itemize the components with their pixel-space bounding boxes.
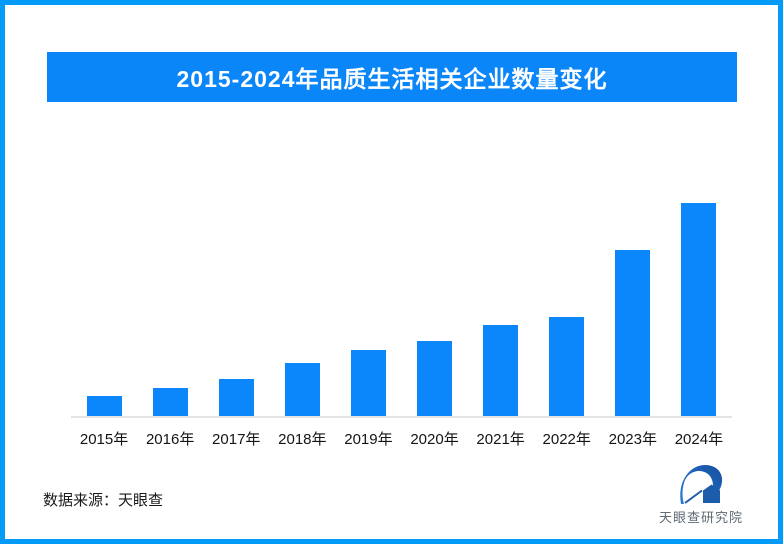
- x-tick-label: 2018年: [278, 431, 327, 448]
- title-banner: 2015-2024年品质生活相关企业数量变化: [47, 52, 737, 102]
- bar-2022年: [549, 317, 585, 417]
- brand-logo: 天眼查研究院: [653, 463, 749, 526]
- bar-2015年: [86, 396, 122, 417]
- bar-2023年: [615, 250, 651, 417]
- bar-2020年: [417, 341, 453, 417]
- chart-title: 2015-2024年品质生活相关企业数量变化: [176, 66, 608, 92]
- bar-2019年: [350, 350, 386, 417]
- x-tick-label: 2015年: [79, 431, 129, 448]
- x-axis-line: [71, 416, 732, 418]
- bar-slot: [269, 195, 335, 417]
- data-source-note: 数据来源：天眼查: [43, 492, 164, 509]
- x-tick-label: 2021年: [476, 431, 525, 448]
- x-tick-label: 2022年: [542, 431, 591, 448]
- bar-slot: [468, 195, 534, 417]
- brand-logo-label: 天眼查研究院: [658, 510, 743, 525]
- x-tick-label: 2016年: [145, 431, 195, 448]
- x-tick-label: 2020年: [410, 431, 459, 448]
- x-tick-label: 2017年: [212, 431, 261, 448]
- tianyancha-eye-logo-icon: [680, 465, 723, 504]
- bar-slot: [71, 195, 137, 417]
- bar-slot: [203, 195, 269, 417]
- x-tick-label: 2023年: [608, 431, 657, 448]
- x-tick-label: 2019年: [344, 431, 393, 448]
- bar-chart: [71, 195, 732, 417]
- x-tick-label: 2024年: [674, 431, 724, 448]
- bar-2024年: [681, 203, 717, 417]
- bar-slot: [534, 195, 600, 417]
- bar-slot: [335, 195, 401, 417]
- bar-slot: [666, 195, 732, 417]
- bar-slot: [401, 195, 467, 417]
- bar-slot: [600, 195, 666, 417]
- bar-2018年: [284, 363, 320, 417]
- bar-2021年: [483, 325, 519, 417]
- x-axis-labels: 2015年 2016年 2017年 2018年 2019年 2020年 2021年 2022年…: [71, 428, 732, 449]
- bar-2016年: [152, 388, 188, 417]
- bar-slot: [137, 195, 203, 417]
- bar-2017年: [218, 379, 254, 417]
